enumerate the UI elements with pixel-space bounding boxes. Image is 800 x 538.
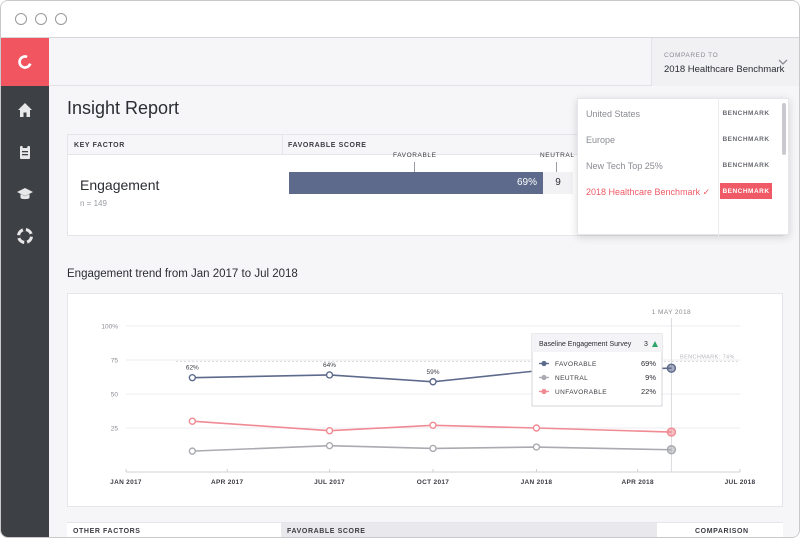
benchmark-option-name: New Tech Top 25% — [586, 161, 663, 171]
lifebuoy-icon[interactable] — [15, 226, 35, 246]
y-tick-label: 75 — [111, 358, 119, 365]
tooltip-title: Baseline Engagement Survey — [539, 341, 632, 348]
date-marker-label: 1 MAY 2018 — [652, 309, 691, 316]
chevron-down-icon[interactable] — [778, 58, 788, 66]
benchmark-option[interactable]: 2018 Healthcare Benchmark ✓ BENCHMARK — [578, 179, 790, 205]
brand-logo-icon[interactable] — [1, 38, 49, 86]
neutral-bar[interactable]: 9 — [543, 172, 573, 194]
bar-tick-favorable — [414, 162, 415, 172]
trend-chart: 100% 75 50 25 JAN 2017 APR 2017 JUL 2017 OCT 20… — [101, 309, 756, 486]
y-tick-label: 50 — [111, 392, 119, 399]
favorable-bar[interactable]: 69% — [289, 172, 543, 194]
data-point[interactable] — [532, 424, 541, 432]
legend-swatch-dot — [541, 360, 547, 367]
tooltip-header — [532, 334, 662, 352]
tooltip-row-label: FAVORABLE — [555, 361, 597, 368]
neutral-bar-value: 9 — [555, 177, 561, 188]
x-tick-label: JAN 2017 — [110, 479, 142, 486]
benchmark-badge: BENCHMARK — [722, 135, 770, 143]
favorable-bar-value: 69% — [516, 177, 537, 188]
y-tick-label: 100% — [101, 324, 118, 331]
x-tick-label: APR 2017 — [211, 479, 243, 486]
data-point[interactable] — [188, 447, 197, 455]
window-zoom-button[interactable] — [55, 13, 67, 25]
y-tick-label: 25 — [111, 426, 119, 433]
benchmark-option-name: United States — [586, 109, 641, 119]
bar-label-favorable: FAVORABLE — [393, 152, 437, 159]
legend-swatch-dot — [541, 388, 547, 395]
tooltip-row-value: 69% — [641, 359, 656, 368]
benchmark-option[interactable]: United States BENCHMARK — [578, 101, 790, 127]
bar-tick-neutral — [556, 162, 557, 172]
benchmark-label: BENCHMARK: 74% — [680, 354, 735, 360]
trend-up-icon — [652, 341, 658, 347]
main-content: COMPARED TO 2018 Healthcare Benchmark In… — [49, 38, 799, 537]
dropdown-divider — [718, 99, 719, 236]
data-point[interactable] — [188, 373, 197, 382]
data-point[interactable] — [325, 371, 334, 379]
window-close-button[interactable] — [15, 13, 27, 25]
tooltip-row-value: 9% — [645, 373, 656, 382]
benchmark-dropdown: United States BENCHMARK Europe BENCHMARK New… — [577, 98, 790, 236]
header-divider — [282, 135, 283, 155]
x-tick-label: JUL 2017 — [314, 479, 345, 486]
x-tick-label: APR 2018 — [621, 479, 653, 486]
other-factors-header: OTHER FACTORS FAVORABLE SCORE COMPARISON — [67, 522, 783, 537]
data-point[interactable] — [188, 417, 197, 425]
compared-to-selector[interactable]: COMPARED TO 2018 Healthcare Benchmark — [651, 38, 799, 86]
col-favorable-score: FAVORABLE SCORE — [288, 142, 367, 149]
benchmark-badge: BENCHMARK — [722, 109, 770, 117]
data-point[interactable] — [325, 441, 334, 450]
data-point[interactable] — [666, 427, 677, 437]
col-favorable-score-bottom-bg: FAVORABLE SCORE — [281, 523, 657, 537]
legend-swatch-dot — [541, 374, 547, 381]
data-label: 64% — [323, 362, 336, 369]
tooltip-row-label: NEUTRAL — [555, 375, 588, 382]
benchmark-option[interactable]: New Tech Top 25% BENCHMARK — [578, 153, 790, 179]
data-point[interactable] — [666, 363, 677, 373]
window-titlebar — [1, 1, 799, 38]
factor-n: n = 149 — [80, 199, 107, 208]
clipboard-icon[interactable] — [15, 142, 35, 162]
window-minimize-button[interactable] — [35, 13, 47, 25]
data-point[interactable] — [429, 378, 437, 386]
col-other-factors: OTHER FACTORS — [73, 528, 141, 535]
tooltip-row-value: 22% — [641, 387, 656, 396]
col-comparison: COMPARISON — [695, 528, 749, 535]
compared-to-value: 2018 Healthcare Benchmark — [664, 64, 785, 75]
data-label: 62% — [186, 365, 199, 372]
compared-to-label: COMPARED TO — [664, 52, 719, 59]
benchmark-option-name: 2018 Healthcare Benchmark ✓ — [586, 187, 711, 197]
sidebar — [1, 38, 49, 537]
top-bar: COMPARED TO 2018 Healthcare Benchmark — [49, 38, 799, 86]
data-point[interactable] — [532, 443, 541, 451]
data-label: 59% — [426, 369, 439, 376]
x-tick-label: JUL 2018 — [725, 479, 756, 486]
page-title: Insight Report — [67, 98, 180, 118]
tooltip-count: 3 — [644, 341, 648, 348]
x-tick-label: OCT 2017 — [417, 479, 449, 486]
tooltip-row-label: UNFAVORABLE — [555, 389, 607, 396]
trend-title: Engagement trend from Jan 2017 to Jul 20… — [67, 268, 298, 280]
x-tick-label: JAN 2018 — [521, 479, 553, 486]
benchmark-badge: BENCHMARK — [720, 183, 772, 199]
data-point[interactable] — [666, 445, 677, 455]
col-key-factor: KEY FACTOR — [74, 142, 125, 149]
bar-label-neutral: NEUTRAL — [540, 152, 575, 159]
trend-chart-card: 100% 75 50 25 JAN 2017 APR 2017 JUL 2017 OCT 20… — [67, 293, 783, 507]
graduation-cap-icon[interactable] — [15, 184, 35, 204]
dropdown-scrollbar[interactable] — [782, 103, 786, 155]
factor-name[interactable]: Engagement — [80, 177, 160, 193]
data-point[interactable] — [429, 444, 437, 453]
benchmark-option-name: Europe — [586, 135, 616, 145]
data-point[interactable] — [429, 421, 437, 429]
benchmark-badge: BENCHMARK — [722, 161, 770, 169]
col-favorable-score-bottom: FAVORABLE SCORE — [287, 528, 366, 535]
home-icon[interactable] — [15, 100, 35, 120]
data-point[interactable] — [325, 427, 334, 435]
benchmark-option[interactable]: Europe BENCHMARK — [578, 127, 790, 153]
